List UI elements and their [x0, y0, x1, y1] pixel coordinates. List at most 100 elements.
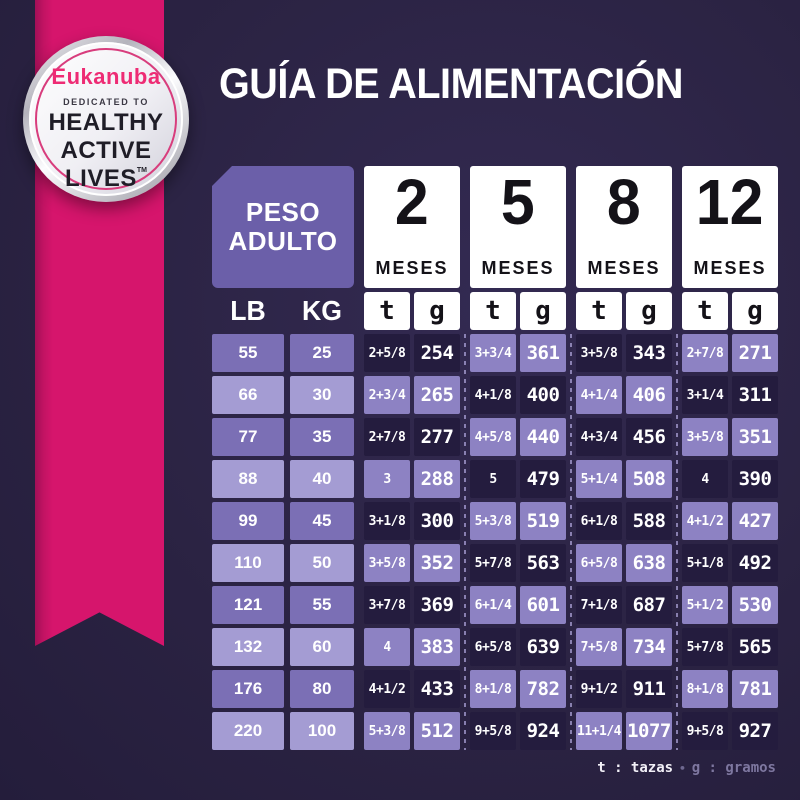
peso-adulto-header: PESO ADULTO [212, 166, 354, 288]
tazas-cell: 3+5/8 [576, 334, 622, 372]
gramos-cell: 352 [414, 544, 460, 582]
month-number: 5 [501, 166, 535, 238]
lb-cell: 176 [212, 670, 284, 708]
month-separator [570, 334, 572, 750]
col-header-lb: LB [230, 295, 266, 326]
tazas-cell: 7+5/8 [576, 628, 622, 666]
month-separator [464, 334, 466, 750]
gramos-cell: 781 [732, 670, 778, 708]
badge-face: Eukanuba DEDICATED TO HEALTHY ACTIVE LIV… [29, 42, 183, 196]
tazas-cell: 5+3/8 [470, 502, 516, 540]
tazas-cell: 8+1/8 [470, 670, 516, 708]
tazas-cell: 6+1/8 [576, 502, 622, 540]
badge-healthy-line: HEALTHY [48, 109, 164, 136]
tazas-cell: 3+5/8 [682, 418, 728, 456]
month-number: 12 [696, 166, 764, 238]
gramos-cell: 563 [520, 544, 566, 582]
tazas-cell: 9+5/8 [470, 712, 516, 750]
tazas-cell: 4+1/2 [364, 670, 410, 708]
tazas-cell: 6+5/8 [576, 544, 622, 582]
gramos-cell: 927 [732, 712, 778, 750]
gramos-cell: 601 [520, 586, 566, 624]
gramos-cell: 311 [732, 376, 778, 414]
tazas-cell: 4 [364, 628, 410, 666]
footer-legend: t : tazas • g : gramos [597, 760, 776, 776]
tazas-cell: 5+1/8 [682, 544, 728, 582]
unit-header-g: g [520, 292, 566, 330]
gramos-cell: 369 [414, 586, 460, 624]
gramos-cell: 277 [414, 418, 460, 456]
lb-cell: 132 [212, 628, 284, 666]
tazas-cell: 8+1/8 [682, 670, 728, 708]
lb-cell: 55 [212, 334, 284, 372]
tazas-cell: 2+3/4 [364, 376, 410, 414]
tazas-cell: 3+5/8 [364, 544, 410, 582]
gramos-cell: 390 [732, 460, 778, 498]
tazas-cell: 3 [364, 460, 410, 498]
tazas-cell: 5+3/8 [364, 712, 410, 750]
month-label: MESES [481, 258, 555, 278]
lb-cell: 88 [212, 460, 284, 498]
peso-line: PESO [245, 196, 321, 227]
badge-active-line: ACTIVE [60, 137, 152, 164]
adulto-line: ADULTO [228, 226, 338, 256]
tazas-cell: 2+7/8 [364, 418, 410, 456]
kg-cell: 35 [290, 418, 354, 456]
gramos-cell: 588 [626, 502, 672, 540]
gramos-cell: 351 [732, 418, 778, 456]
lb-cell: 121 [212, 586, 284, 624]
month-header-5: 5 MESES [470, 166, 566, 288]
gramos-cell: 734 [626, 628, 672, 666]
tazas-cell: 5+7/8 [470, 544, 516, 582]
lb-cell: 99 [212, 502, 284, 540]
trademark-symbol: TM [136, 167, 147, 174]
gramos-cell: 1077 [626, 712, 672, 750]
unit-header-t: t [682, 292, 728, 330]
unit-header-t: t [576, 292, 622, 330]
tazas-cell: 5 [470, 460, 516, 498]
tazas-cell: 7+1/8 [576, 586, 622, 624]
feeding-table: PESO ADULTO LB KG 2 MESES t g 5 MESES t g 8 MESES… [212, 166, 778, 750]
gramos-cell: 271 [732, 334, 778, 372]
kg-cell: 100 [290, 712, 354, 750]
unit-header-g: g [732, 292, 778, 330]
tazas-cell: 4+1/8 [470, 376, 516, 414]
month-label: MESES [587, 258, 661, 278]
gramos-cell: 383 [414, 628, 460, 666]
tazas-cell: 3+3/4 [470, 334, 516, 372]
kg-cell: 60 [290, 628, 354, 666]
lb-cell: 77 [212, 418, 284, 456]
unit-header-g: g [626, 292, 672, 330]
tazas-cell: 2+7/8 [682, 334, 728, 372]
col-header-kg: KG [302, 295, 342, 326]
month-header-2: 2 MESES [364, 166, 460, 288]
lb-cell: 110 [212, 544, 284, 582]
tazas-cell: 9+1/2 [576, 670, 622, 708]
gramos-cell: 519 [520, 502, 566, 540]
unit-header-t: t [364, 292, 410, 330]
gramos-cell: 440 [520, 418, 566, 456]
gramos-cell: 400 [520, 376, 566, 414]
month-header-8: 8 MESES [576, 166, 672, 288]
gramos-cell: 924 [520, 712, 566, 750]
kg-cell: 55 [290, 586, 354, 624]
month-number: 8 [607, 166, 641, 238]
gramos-cell: 254 [414, 334, 460, 372]
brand-logo: Eukanuba [51, 64, 161, 89]
month-number: 2 [395, 166, 429, 238]
kg-cell: 50 [290, 544, 354, 582]
gramos-cell: 479 [520, 460, 566, 498]
kg-cell: 40 [290, 460, 354, 498]
gramos-cell: 530 [732, 586, 778, 624]
gramos-cell: 406 [626, 376, 672, 414]
tazas-cell: 6+1/4 [470, 586, 516, 624]
tazas-cell: 4+5/8 [470, 418, 516, 456]
badge-pink-ring-icon [35, 48, 177, 190]
gramos-cell: 565 [732, 628, 778, 666]
gramos-cell: 508 [626, 460, 672, 498]
lb-cell: 220 [212, 712, 284, 750]
tazas-cell: 9+5/8 [682, 712, 728, 750]
gramos-cell: 265 [414, 376, 460, 414]
month-label: MESES [693, 258, 767, 278]
gramos-cell: 492 [732, 544, 778, 582]
